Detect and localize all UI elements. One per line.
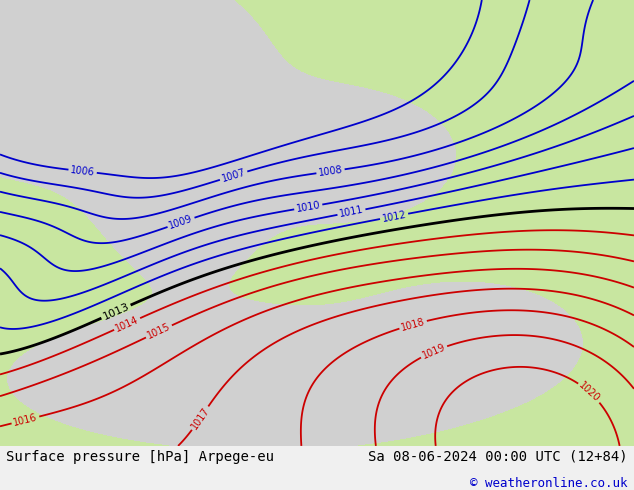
Text: 1007: 1007 [221, 167, 247, 184]
Text: 1013: 1013 [101, 301, 131, 322]
Text: 1020: 1020 [577, 380, 602, 404]
Text: 1014: 1014 [114, 315, 140, 334]
Text: 1012: 1012 [381, 209, 407, 223]
Text: 1009: 1009 [168, 214, 194, 231]
Text: 1016: 1016 [12, 412, 39, 428]
Text: Surface pressure [hPa] Arpege-eu: Surface pressure [hPa] Arpege-eu [6, 450, 275, 464]
Text: Sa 08-06-2024 00:00 UTC (12+84): Sa 08-06-2024 00:00 UTC (12+84) [368, 450, 628, 464]
Text: 1010: 1010 [295, 200, 321, 214]
Text: 1011: 1011 [339, 205, 365, 220]
Text: 1008: 1008 [318, 165, 344, 178]
Text: © weatheronline.co.uk: © weatheronline.co.uk [470, 477, 628, 490]
Text: 1017: 1017 [189, 405, 211, 431]
Text: 1018: 1018 [400, 317, 426, 333]
Text: 1019: 1019 [420, 342, 447, 361]
Text: 1015: 1015 [146, 321, 172, 341]
Text: 1006: 1006 [70, 165, 95, 177]
